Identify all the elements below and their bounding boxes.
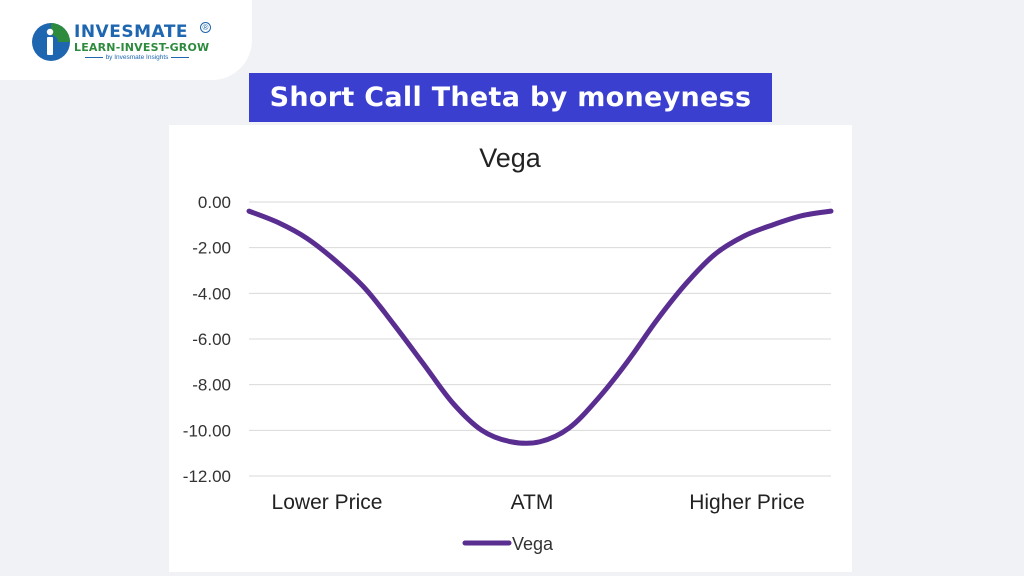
- banner-title: Short Call Theta by moneyness: [269, 82, 752, 113]
- x-category-label: ATM: [511, 491, 554, 514]
- vega-chart: Vega 0.00 -2.00 -4.00 -6.00 -8.00 -10.00 -12.0…: [183, 143, 834, 554]
- series-group: [246, 208, 834, 446]
- registered-mark: ®: [200, 22, 211, 33]
- y-tick-label: -8.00: [192, 376, 231, 395]
- y-tick-label: -2.00: [192, 239, 231, 258]
- y-axis: 0.00 -2.00 -4.00 -6.00 -8.00 -10.00 -12.00: [183, 193, 231, 486]
- brand-tagline: LEARN-INVEST-GROW: [74, 41, 210, 54]
- legend: Vega: [462, 534, 554, 554]
- gridlines: [249, 201, 831, 477]
- y-tick-label: -6.00: [192, 330, 231, 349]
- y-tick-label: 0.00: [198, 193, 231, 212]
- brand-byline-text: by Invesmate Insights: [105, 54, 169, 61]
- y-tick-label: -4.00: [192, 284, 231, 303]
- series-line-vega: [246, 208, 834, 446]
- x-category-label: Higher Price: [689, 491, 805, 514]
- brand-byline: by Invesmate Insights: [76, 54, 198, 61]
- title-banner: Short Call Theta by moneyness: [249, 73, 772, 122]
- x-axis: Lower Price ATM Higher Price: [272, 491, 805, 514]
- legend-label: Vega: [512, 534, 554, 554]
- invesmate-logo-icon: [32, 23, 70, 61]
- x-category-label: Lower Price: [272, 491, 383, 514]
- chart-card: Vega 0.00 -2.00 -4.00 -6.00 -8.00 -10.00 -12.0…: [169, 125, 852, 572]
- y-tick-label: -10.00: [183, 421, 231, 440]
- y-tick-label: -12.00: [183, 467, 231, 486]
- chart-title: Vega: [479, 143, 542, 173]
- logo[interactable]: INVESMATE ® LEARN-INVEST-GROW by Invesma…: [0, 0, 252, 80]
- brand-name: INVESMATE: [74, 22, 189, 42]
